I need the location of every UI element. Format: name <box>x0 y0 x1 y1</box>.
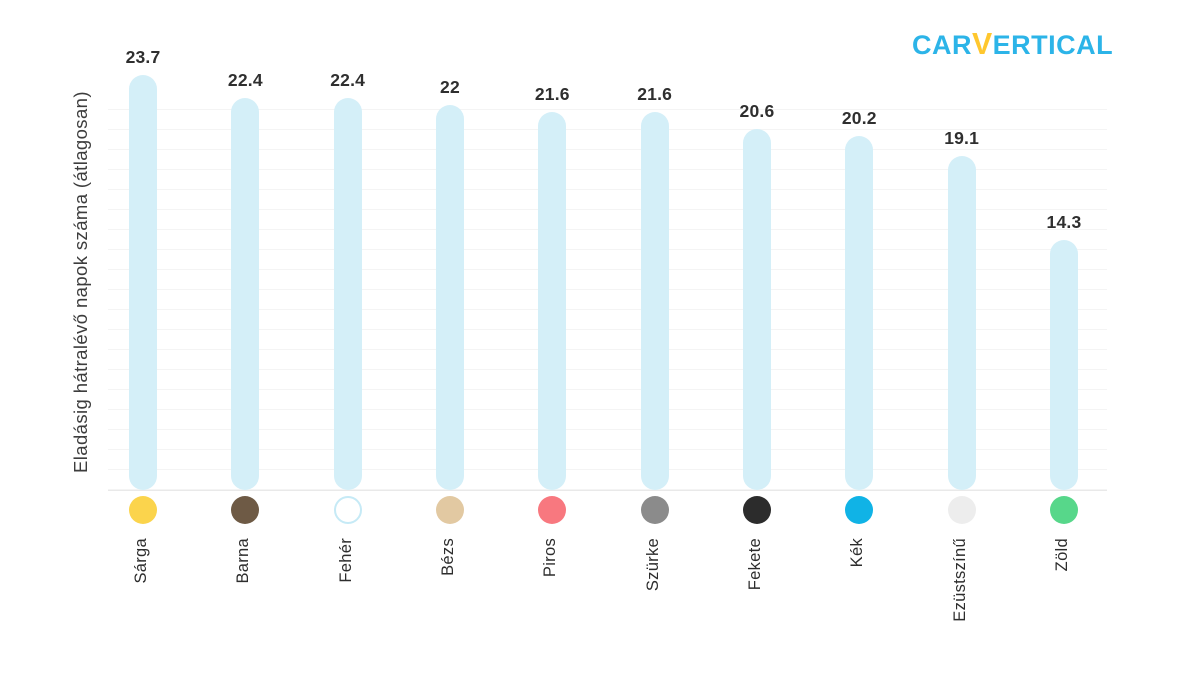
logo-text-ertical: ERTICAL <box>992 30 1114 60</box>
color-dot-zöld <box>1049 496 1078 524</box>
bar <box>742 129 771 490</box>
bar-value-label: 20.6 <box>739 101 775 121</box>
category-label: Barna <box>234 538 253 584</box>
bar-value-label: 21.6 <box>534 84 570 104</box>
category-label: Kék <box>848 538 867 568</box>
color-dot-kék <box>845 496 874 524</box>
category-label: Sárga <box>132 538 150 584</box>
carvertical-logo: CARVERTICAL <box>912 28 1113 62</box>
bar <box>947 156 976 490</box>
category-label: Zöld <box>1052 538 1071 572</box>
bar <box>845 136 874 490</box>
bar <box>333 98 362 490</box>
color-dot-ezüstszínű <box>947 496 976 524</box>
color-dot-fehér <box>333 496 362 524</box>
bar <box>129 75 157 490</box>
logo-v-checkmark-icon: V <box>972 28 993 61</box>
y-axis-label: Eladásig hátralévő napok száma (átlagosa… <box>70 91 91 473</box>
bar-value-label: 22 <box>440 77 460 97</box>
bar <box>1049 240 1078 490</box>
bar-value-label: 22.4 <box>227 70 263 90</box>
bar-value-label: 14.3 <box>1046 212 1082 232</box>
bar-value-label: 19.1 <box>944 128 980 148</box>
color-dot-bézs <box>435 496 464 524</box>
bar-value-label: 22.4 <box>330 70 366 90</box>
gridlines <box>108 105 1107 491</box>
color-dot-sárga <box>129 496 157 524</box>
category-label: Piros <box>541 538 560 578</box>
color-dot-piros <box>538 496 567 524</box>
bar-value-label: 23.7 <box>125 47 161 67</box>
logo-text-car: CAR <box>912 30 972 60</box>
bar <box>640 112 669 490</box>
color-dot-fekete <box>742 496 771 524</box>
category-label: Ezüstszínű <box>950 538 969 622</box>
bar <box>231 98 260 490</box>
color-dot-szürke <box>640 496 669 524</box>
bar-value-label: 21.6 <box>637 84 673 104</box>
category-label: Fehér <box>336 538 355 583</box>
bar <box>435 105 464 490</box>
category-label: Szürke <box>643 538 662 592</box>
category-label: Fekete <box>745 538 764 591</box>
color-dot-barna <box>231 496 260 524</box>
bar <box>538 112 567 490</box>
bar-value-label: 20.2 <box>841 108 877 128</box>
category-label: Bézs <box>438 538 457 576</box>
